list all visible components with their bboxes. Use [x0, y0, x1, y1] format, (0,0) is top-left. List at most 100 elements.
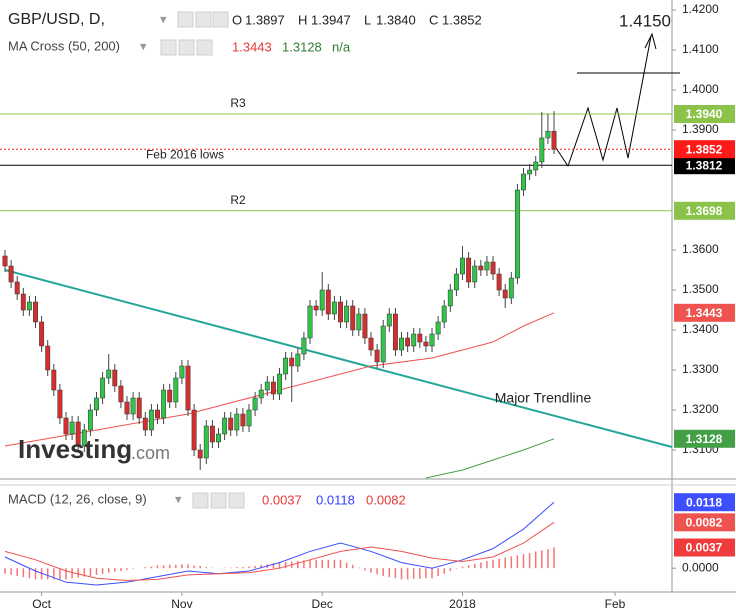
y-tick-label: 1.4100 [682, 42, 719, 56]
candle-body [136, 397, 142, 419]
candle-body [423, 341, 429, 347]
candle-body [362, 313, 368, 339]
macd-value: 0.0037 [262, 492, 302, 507]
candle-body [185, 365, 191, 411]
icon[interactable] [212, 11, 229, 28]
price-box [674, 201, 735, 220]
price-box-label: 0.0037 [686, 541, 723, 555]
dropdown[interactable]: ▾ [175, 491, 182, 506]
candle-body [264, 381, 270, 391]
price-box-label: 0.0118 [686, 495, 722, 509]
x-tick-label: Nov [171, 597, 192, 611]
candle-body [167, 389, 173, 403]
y-tick-label: 1.4200 [682, 2, 719, 16]
candle-body [460, 257, 465, 275]
level-label: Feb 2016 lows [146, 147, 224, 161]
candle-body [203, 425, 209, 459]
level-label: R3 [230, 96, 246, 110]
candle-body [368, 337, 374, 351]
candle-body [338, 301, 343, 323]
candle-body [539, 137, 545, 163]
candle-body [45, 345, 51, 371]
dropdown[interactable]: ▾ [140, 38, 147, 53]
ma-value: 1.3443 [232, 39, 272, 54]
y-tick-label: 1.3500 [682, 282, 719, 296]
candle-body [2, 255, 8, 267]
candle-body [508, 277, 514, 299]
candle-body [142, 417, 148, 431]
icon[interactable] [210, 492, 227, 509]
icon[interactable] [177, 11, 194, 28]
icon[interactable] [160, 39, 177, 56]
y-tick-label: 1.3200 [682, 402, 719, 416]
candle-body [148, 409, 154, 431]
dropdown[interactable]: ▾ [160, 11, 167, 26]
candle-body [392, 313, 398, 351]
candle-body [478, 265, 484, 271]
candle-body [466, 257, 472, 283]
price-box-label: 1.3128 [686, 432, 723, 446]
icon[interactable] [228, 492, 245, 509]
candle-body [356, 313, 362, 331]
candle-body [313, 305, 319, 311]
candle-body [472, 265, 478, 283]
candle-body [81, 429, 87, 447]
y-tick-label: 0.0000 [682, 560, 719, 574]
price-box [674, 429, 735, 448]
candle-body [69, 421, 75, 435]
candle-body [234, 413, 240, 431]
candle-body [191, 409, 197, 451]
candle-body [63, 417, 69, 435]
candle-body [130, 397, 136, 415]
candle-body [155, 409, 160, 419]
ma-value: n/a [332, 39, 351, 54]
icon[interactable] [178, 39, 195, 56]
candle-body [33, 301, 38, 323]
candle-body [405, 337, 411, 347]
candle-body [14, 281, 20, 295]
x-tick-label: Dec [312, 597, 333, 611]
candle-body [240, 413, 246, 427]
candle-body [447, 289, 453, 307]
price-box-label: 1.3852 [686, 142, 723, 156]
candle-body [51, 369, 57, 391]
candle-body [216, 433, 221, 443]
candle-body [307, 305, 313, 339]
candle-body [319, 289, 325, 311]
candle-body [277, 373, 282, 395]
x-tick-label: 2018 [449, 597, 476, 611]
candle-body [441, 305, 447, 323]
candle-body [258, 389, 264, 399]
candle-body [179, 365, 185, 379]
target-label: 1.4150 [619, 11, 671, 30]
candle-body [325, 289, 331, 315]
candle-body [514, 189, 520, 279]
candle-body [75, 421, 81, 447]
y-tick-label: 1.3300 [682, 362, 719, 376]
y-tick-label: 1.3400 [682, 322, 719, 336]
price-box [674, 493, 735, 512]
icon[interactable] [192, 492, 209, 509]
macd-name: MACD (12, 26, close, 9) [8, 491, 147, 506]
icon[interactable] [196, 39, 213, 56]
candle-body [301, 337, 307, 355]
candle-body [100, 377, 106, 399]
icon[interactable] [195, 11, 212, 28]
price-box-label: 1.3698 [686, 204, 723, 218]
ohlc-value: 1.3852 [442, 12, 482, 27]
candle-body [429, 333, 435, 347]
ma-value: 1.3128 [282, 39, 322, 54]
ohlc-letter: O [232, 12, 242, 27]
candle-body [527, 169, 533, 175]
price-box [674, 105, 735, 123]
candle-body [435, 321, 441, 335]
ohlc-value: 1.3947 [311, 12, 351, 27]
watermark: .com [131, 443, 170, 463]
candle-body [26, 301, 32, 311]
candle-body [551, 130, 557, 150]
candle-body [270, 381, 276, 395]
candle-body [289, 357, 295, 367]
candle-body [209, 425, 215, 443]
ohlc-letter: H [298, 12, 307, 27]
